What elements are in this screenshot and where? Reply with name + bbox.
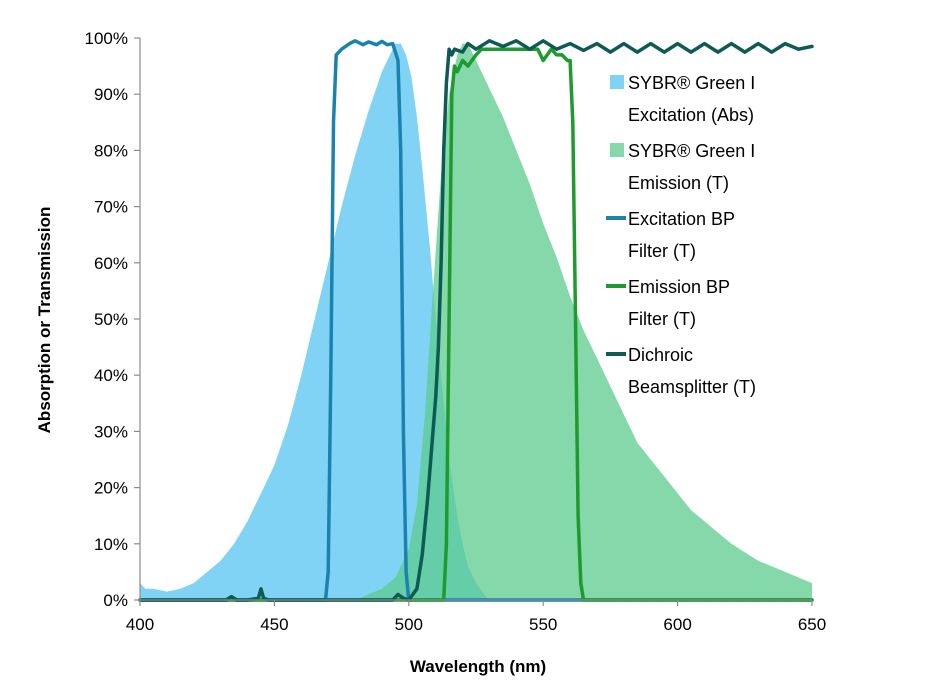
y-tick-label: 80% [94,141,128,160]
legend-label-5: Beamsplitter (T) [628,377,756,397]
series-4-line [138,47,814,602]
x-tick-label: 400 [126,615,154,634]
axes: 0% 10% 20% 30% 40% 50% 60% 70% 80% 90% 100% 400 450 5… [85,29,827,634]
y-tick-label: 100% [85,29,128,48]
legend-label-1: Excitation (Abs) [628,105,754,125]
legend-swatch-2 [610,143,624,157]
legend-label-2: Emission (T) [628,173,729,193]
x-tick-label: 450 [260,615,288,634]
plot-area [138,39,814,602]
y-tick-label: 10% [94,535,128,554]
y-tick-label: 40% [94,366,128,385]
x-axis-title: Wavelength (nm) [410,657,546,676]
x-tick-label: 650 [798,615,826,634]
legend-label-3: Excitation BP [628,209,735,229]
y-tick-label: 90% [94,85,128,104]
legend-swatch-1 [610,75,624,89]
legend-label-5: Dichroic [628,345,693,365]
legend-label-4: Emission BP [628,277,730,297]
legend-label-3: Filter (T) [628,241,696,261]
legend-label-1: SYBR® Green I [628,73,755,93]
series-2-area [355,43,812,601]
y-tick-label: 70% [94,198,128,217]
legend-label-4: Filter (T) [628,309,696,329]
x-tick-label: 550 [529,615,557,634]
legend-label-2: SYBR® Green I [628,141,755,161]
legend: SYBR® Green I Excitation (Abs) SYBR® Green… [606,73,756,397]
y-tick-label: 50% [94,310,128,329]
x-tick-label: 500 [395,615,423,634]
series-3-line [138,39,814,602]
y-tick-label: 0% [103,591,128,610]
x-tick-label: 600 [663,615,691,634]
y-tick-label: 60% [94,254,128,273]
y-axis-title: Absorption or Transmission [35,207,54,434]
y-tick-label: 20% [94,479,128,498]
y-tick-label: 30% [94,422,128,441]
